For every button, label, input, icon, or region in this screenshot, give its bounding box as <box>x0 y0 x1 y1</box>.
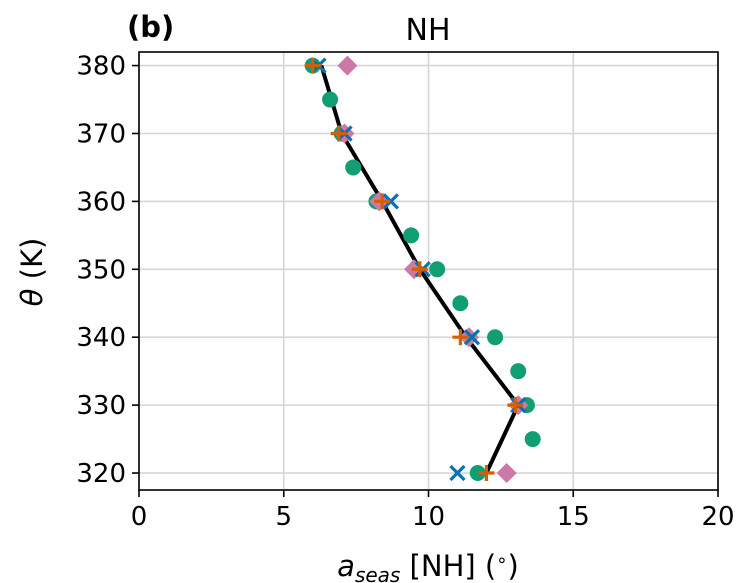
y-tick-label: 370 <box>76 119 126 149</box>
x-tick-label: 0 <box>131 502 148 532</box>
plus-point <box>478 465 495 482</box>
y-tick-label: 360 <box>76 187 126 217</box>
circle-point <box>345 159 362 176</box>
circle-point <box>469 465 486 482</box>
diamond-point <box>337 55 358 76</box>
x-tick-label: 10 <box>412 502 445 532</box>
x-axis-label: aseas [NH] (∘) <box>337 549 519 583</box>
diamond-point <box>459 327 480 348</box>
markers <box>304 55 541 484</box>
plus-point <box>452 329 469 346</box>
y-axis-label: θ (K) <box>15 238 49 307</box>
diamond-point <box>496 463 517 484</box>
x-point <box>449 464 466 482</box>
circle-point <box>487 329 504 346</box>
y-tick-label: 380 <box>76 52 126 82</box>
circle-point <box>524 431 541 448</box>
y-tick-label: 330 <box>76 391 126 421</box>
x-point <box>382 193 399 210</box>
x-tick-label: 5 <box>275 502 292 532</box>
plus-point <box>507 397 524 414</box>
circle-point <box>510 363 527 380</box>
x-tick-label: 20 <box>701 502 734 532</box>
y-tick-label: 320 <box>76 459 126 489</box>
x-point <box>463 329 481 346</box>
circle-point <box>429 261 446 278</box>
plus-point <box>330 125 347 142</box>
plus-point <box>304 57 321 74</box>
circle-point <box>322 91 339 108</box>
ticks: 0 5 10 15 20 320 330 340 350 360 370 380 <box>76 52 734 532</box>
circle-point <box>403 227 420 244</box>
y-tick-label: 340 <box>76 323 126 353</box>
grid <box>138 52 719 490</box>
y-tick-label: 350 <box>76 255 126 285</box>
plus-point <box>374 193 391 210</box>
x-tick-label: 15 <box>557 502 590 532</box>
panel-label: (b) <box>127 10 174 44</box>
circle-point <box>452 295 469 312</box>
plus-point <box>411 261 428 278</box>
chart-title: NH <box>406 13 451 48</box>
